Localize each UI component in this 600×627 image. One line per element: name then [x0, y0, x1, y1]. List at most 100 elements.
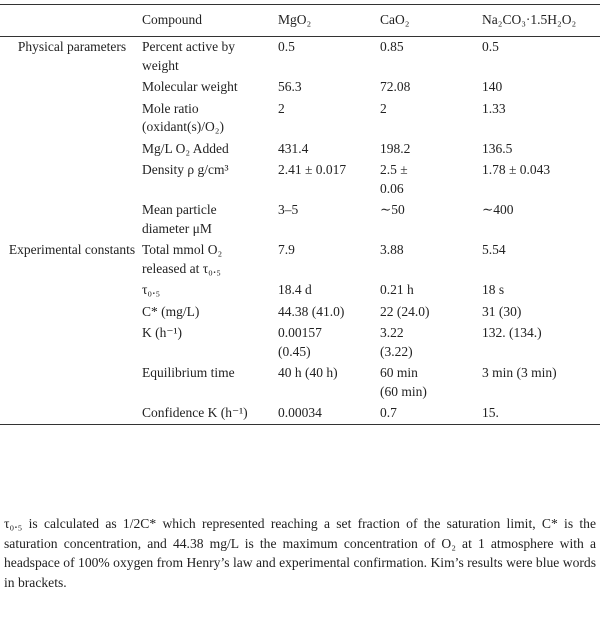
table-row: Mean particle diameter μM 3–5 ∼50 ∼400	[0, 200, 600, 240]
table-cell: Mean particle diameter μM	[142, 200, 278, 240]
header-cell: MgO₂	[278, 12, 312, 27]
header-cell: Compound	[142, 12, 203, 27]
table-cell: 1.78 ± 0.043	[482, 160, 600, 200]
cell-text: τ₀.₅	[142, 282, 161, 297]
table-cell: 132. (134.)	[482, 323, 600, 363]
cell-text: 60 min (60 min)	[380, 365, 427, 399]
cell-text: 44.38 (41.0)	[278, 303, 345, 319]
table-cell: 0.5	[278, 36, 380, 77]
table-cell: Mole ratio (oxidant(s)/O₂)	[142, 98, 278, 138]
table-cell: 5.54	[482, 240, 600, 280]
table-cell: 44.38 (41.0)	[278, 301, 380, 323]
table-cell: 22 (24.0)	[380, 301, 482, 323]
table-cell: Confidence K (h⁻¹)	[142, 403, 278, 425]
cell-text: Mg/L O₂ Added	[142, 140, 229, 156]
table-cell: ∼50	[380, 200, 482, 240]
data-table: Compound MgO₂ CaO₂ Na₂CO₃·1.5H₂O₂ Physical …	[0, 4, 600, 425]
group-cell	[0, 200, 142, 240]
table-cell: 3–5	[278, 200, 380, 240]
cell-text: 0.85	[380, 39, 404, 54]
table-cell: 1.33	[482, 98, 600, 138]
footnote: τ₀.₅ is calculated as 1/2C* which repres…	[4, 516, 596, 590]
table-cell: 431.4	[278, 138, 380, 160]
table-row: Equilibrium time 40 h (40 h) 60 min (60 mi…	[0, 363, 600, 403]
cell-text: 15.	[482, 405, 499, 420]
table-cell: 18.4 d	[278, 280, 380, 302]
table-cell: 0.21 h	[380, 280, 482, 302]
cell-text: 72.08	[380, 79, 411, 94]
cell-text: 0.5	[278, 39, 295, 54]
cell-text: 2.5 ± 0.06	[380, 162, 408, 196]
cell-text: ∼50	[380, 202, 405, 217]
table-cell: 0.85	[380, 36, 482, 77]
table-cell: 3 min (3 min)	[482, 363, 600, 403]
header-cell: Na₂CO₃·1.5H₂O₂	[482, 12, 577, 27]
cell-text: 2.41 ± 0.017	[278, 162, 347, 177]
table-cell: 60 min (60 min)	[380, 363, 482, 403]
table-cell: 7.9	[278, 240, 380, 280]
cell-text: 40 h (40 h)	[278, 365, 338, 380]
group-cell	[0, 323, 142, 363]
cell-text: 18 s	[482, 282, 505, 297]
cell-text: 132. (134.)	[482, 325, 542, 340]
group-cell: Physical parameters	[0, 36, 142, 77]
table-cell: 3.88	[380, 240, 482, 280]
table-cell: 15.	[482, 403, 600, 425]
table-row: C* (mg/L) 44.38 (41.0) 22 (24.0) 31 (30)	[0, 301, 600, 323]
cell-text: 1.33	[482, 100, 506, 116]
table-cell: Total mmol O₂ released at τ₀.₅	[142, 240, 278, 280]
table-cell: Percent active by weight	[142, 36, 278, 77]
group-cell	[0, 160, 142, 200]
group-cell	[0, 363, 142, 403]
table-cell: 18 s	[482, 280, 600, 302]
table-cell: 0.00034	[278, 403, 380, 425]
table-row: K (h⁻¹) 0.00157 (0.45) 3.22 (3.22) 132. (13…	[0, 323, 600, 363]
table-cell: 0.00157 (0.45)	[278, 323, 380, 363]
cell-text: 431.4	[278, 140, 309, 156]
cell-text: 3.88	[380, 242, 404, 257]
group-cell	[0, 403, 142, 425]
table-cell: 140	[482, 77, 600, 99]
table-cell: 0.5	[482, 36, 600, 77]
cell-text: 18.4 d	[278, 282, 312, 297]
cell-text: Mean particle diameter μM	[142, 202, 217, 236]
table-cell: C* (mg/L)	[142, 301, 278, 323]
table-cell: 0.7	[380, 403, 482, 425]
table-cell: 198.2	[380, 138, 482, 160]
group-cell	[0, 98, 142, 138]
group-cell	[0, 77, 142, 99]
table-cell: 2	[380, 98, 482, 138]
header-cell: CaO₂	[380, 12, 410, 27]
cell-text: Molecular weight	[142, 79, 238, 94]
cell-text: 198.2	[380, 140, 411, 156]
cell-text: 3–5	[278, 202, 299, 217]
cell-text: 3.22 (3.22)	[380, 325, 413, 359]
cell-text: Mole ratio (oxidant(s)/O₂)	[142, 100, 224, 135]
cell-text: Confidence K (h⁻¹)	[142, 405, 248, 420]
table-row: Mg/L O₂ Added 431.4 198.2 136.5	[0, 138, 600, 160]
cell-text: 3 min (3 min)	[482, 365, 557, 380]
table-cell: 2	[278, 98, 380, 138]
group-label: Physical parameters	[17, 39, 127, 54]
table-cell: Equilibrium time	[142, 363, 278, 403]
cell-text: 0.5	[482, 39, 499, 54]
table-row: τ₀.₅ 18.4 d 0.21 h 18 s	[0, 280, 600, 302]
group-cell: Experimental constants	[0, 240, 142, 280]
header-row: Compound MgO₂ CaO₂ Na₂CO₃·1.5H₂O₂	[0, 4, 600, 36]
table-cell: Molecular weight	[142, 77, 278, 99]
table-row: Mole ratio (oxidant(s)/O₂) 2 2 1.33	[0, 98, 600, 138]
cell-text: 2	[278, 100, 285, 116]
table-cell: τ₀.₅	[142, 280, 278, 302]
cell-text: 0.00034	[278, 405, 322, 420]
table-cell: Density ρ g/cm³	[142, 160, 278, 200]
cell-text: Total mmol O₂ released at τ₀.₅	[142, 242, 223, 276]
cell-text: 1.78 ± 0.043	[482, 162, 551, 177]
cell-text: C* (mg/L)	[142, 303, 200, 319]
table-cell: ∼400	[482, 200, 600, 240]
cell-text: 0.21 h	[380, 282, 414, 297]
table-cell: 72.08	[380, 77, 482, 99]
cell-text: 0.00157 (0.45)	[278, 325, 322, 359]
group-cell	[0, 138, 142, 160]
cell-text: K (h⁻¹)	[142, 325, 183, 340]
